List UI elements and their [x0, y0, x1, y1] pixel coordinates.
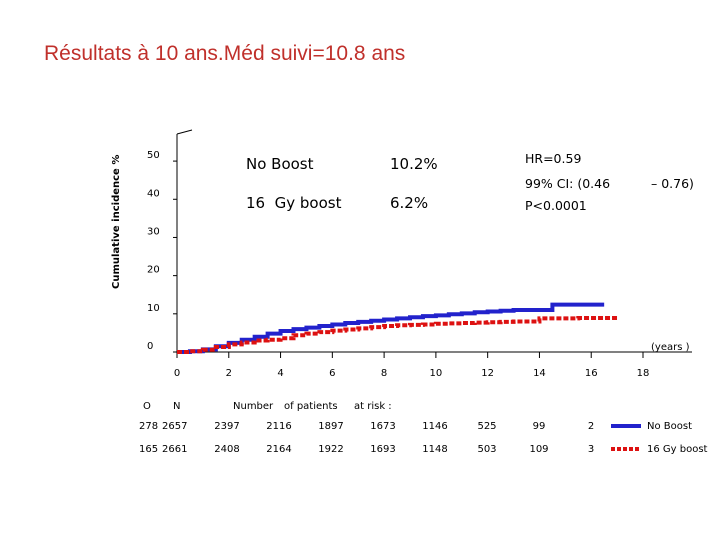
risk-cell: 2116	[266, 421, 291, 432]
risk-table-o-header: O	[143, 401, 151, 412]
legend-label-boost: 16 Gy boost	[246, 194, 342, 212]
y-tick-label: 40	[147, 188, 160, 199]
risk-n-value: 2661	[162, 444, 187, 455]
x-tick-label: 0	[174, 368, 180, 379]
x-tick-label: 10	[430, 368, 443, 379]
risk-cell: 503	[477, 444, 496, 455]
risk-cell: 1673	[370, 421, 395, 432]
series-line-no-boost	[177, 302, 605, 354]
risk-cell: 2397	[214, 421, 239, 432]
risk-cell: 2164	[266, 444, 291, 455]
risk-cell: 1922	[318, 444, 343, 455]
x-tick-label: 18	[637, 368, 650, 379]
y-tick-label: 50	[147, 150, 160, 161]
risk-cell: 2	[588, 421, 594, 432]
page-title: Résultats à 10 ans.Méd suivi=10.8 ans	[44, 42, 406, 65]
x-tick-label: 8	[381, 368, 387, 379]
risk-table-row-boost: 165 2661 2408 2164 1922 1693 1148 503 10…	[139, 444, 708, 455]
risk-n-value: 2657	[162, 421, 187, 432]
risk-cell: 2408	[214, 444, 239, 455]
x-tick-label: 6	[329, 368, 335, 379]
ci-upper-annotation: – 0.76)	[651, 176, 694, 191]
risk-o-value: 278	[139, 421, 158, 432]
risk-table-row-no-boost: 278 2657 2397 2116 1897 1673 1146 525 99…	[139, 421, 692, 432]
risk-table-at-risk-header: at risk :	[354, 401, 392, 412]
hr-annotation: HR=0.59	[525, 151, 581, 166]
axes	[176, 129, 692, 353]
y-tick-label: 20	[147, 265, 160, 276]
risk-o-value: 165	[139, 444, 158, 455]
ci-annotation: 99% CI: (0.46	[525, 176, 610, 191]
risk-row-label: 16 Gy boost	[647, 444, 708, 455]
risk-table-number-header: Number	[233, 401, 274, 412]
y-tick-label: 10	[147, 303, 160, 314]
x-axis-label: (years )	[651, 342, 690, 353]
legend-label-no-boost: No Boost	[246, 155, 314, 173]
y-axis-top-tick	[176, 129, 193, 135]
x-tick-label: 4	[277, 368, 283, 379]
risk-cell: 1146	[422, 421, 447, 432]
risk-cell: 99	[533, 421, 546, 432]
legend-value-no-boost: 10.2%	[390, 155, 438, 173]
y-tick-label: 0	[147, 341, 153, 352]
series-line-boost	[177, 316, 618, 354]
risk-cell: 1897	[318, 421, 343, 432]
p-value-annotation: P<0.0001	[525, 198, 587, 213]
risk-table-of-patients-header: of patients	[284, 401, 338, 412]
risk-cell: 525	[477, 421, 496, 432]
x-ticks: 0 2 4 6 8 10 12 14 16 18	[174, 352, 650, 379]
y-tick-label: 30	[147, 226, 160, 237]
series-lines	[177, 302, 618, 354]
y-ticks: 0 10 20 30 40 50	[147, 150, 177, 353]
x-tick-label: 2	[226, 368, 232, 379]
risk-cell: 1148	[422, 444, 447, 455]
legend-value-boost: 6.2%	[390, 194, 428, 212]
risk-cell: 3	[588, 444, 594, 455]
risk-cell: 1693	[370, 444, 395, 455]
risk-table-n-header: N	[173, 401, 180, 412]
x-tick-label: 16	[585, 368, 598, 379]
risk-cell: 109	[529, 444, 548, 455]
y-axis-label: Cumulative incidence %	[111, 155, 122, 289]
x-tick-label: 12	[481, 368, 494, 379]
risk-row-label: No Boost	[647, 421, 692, 432]
x-tick-label: 14	[533, 368, 546, 379]
